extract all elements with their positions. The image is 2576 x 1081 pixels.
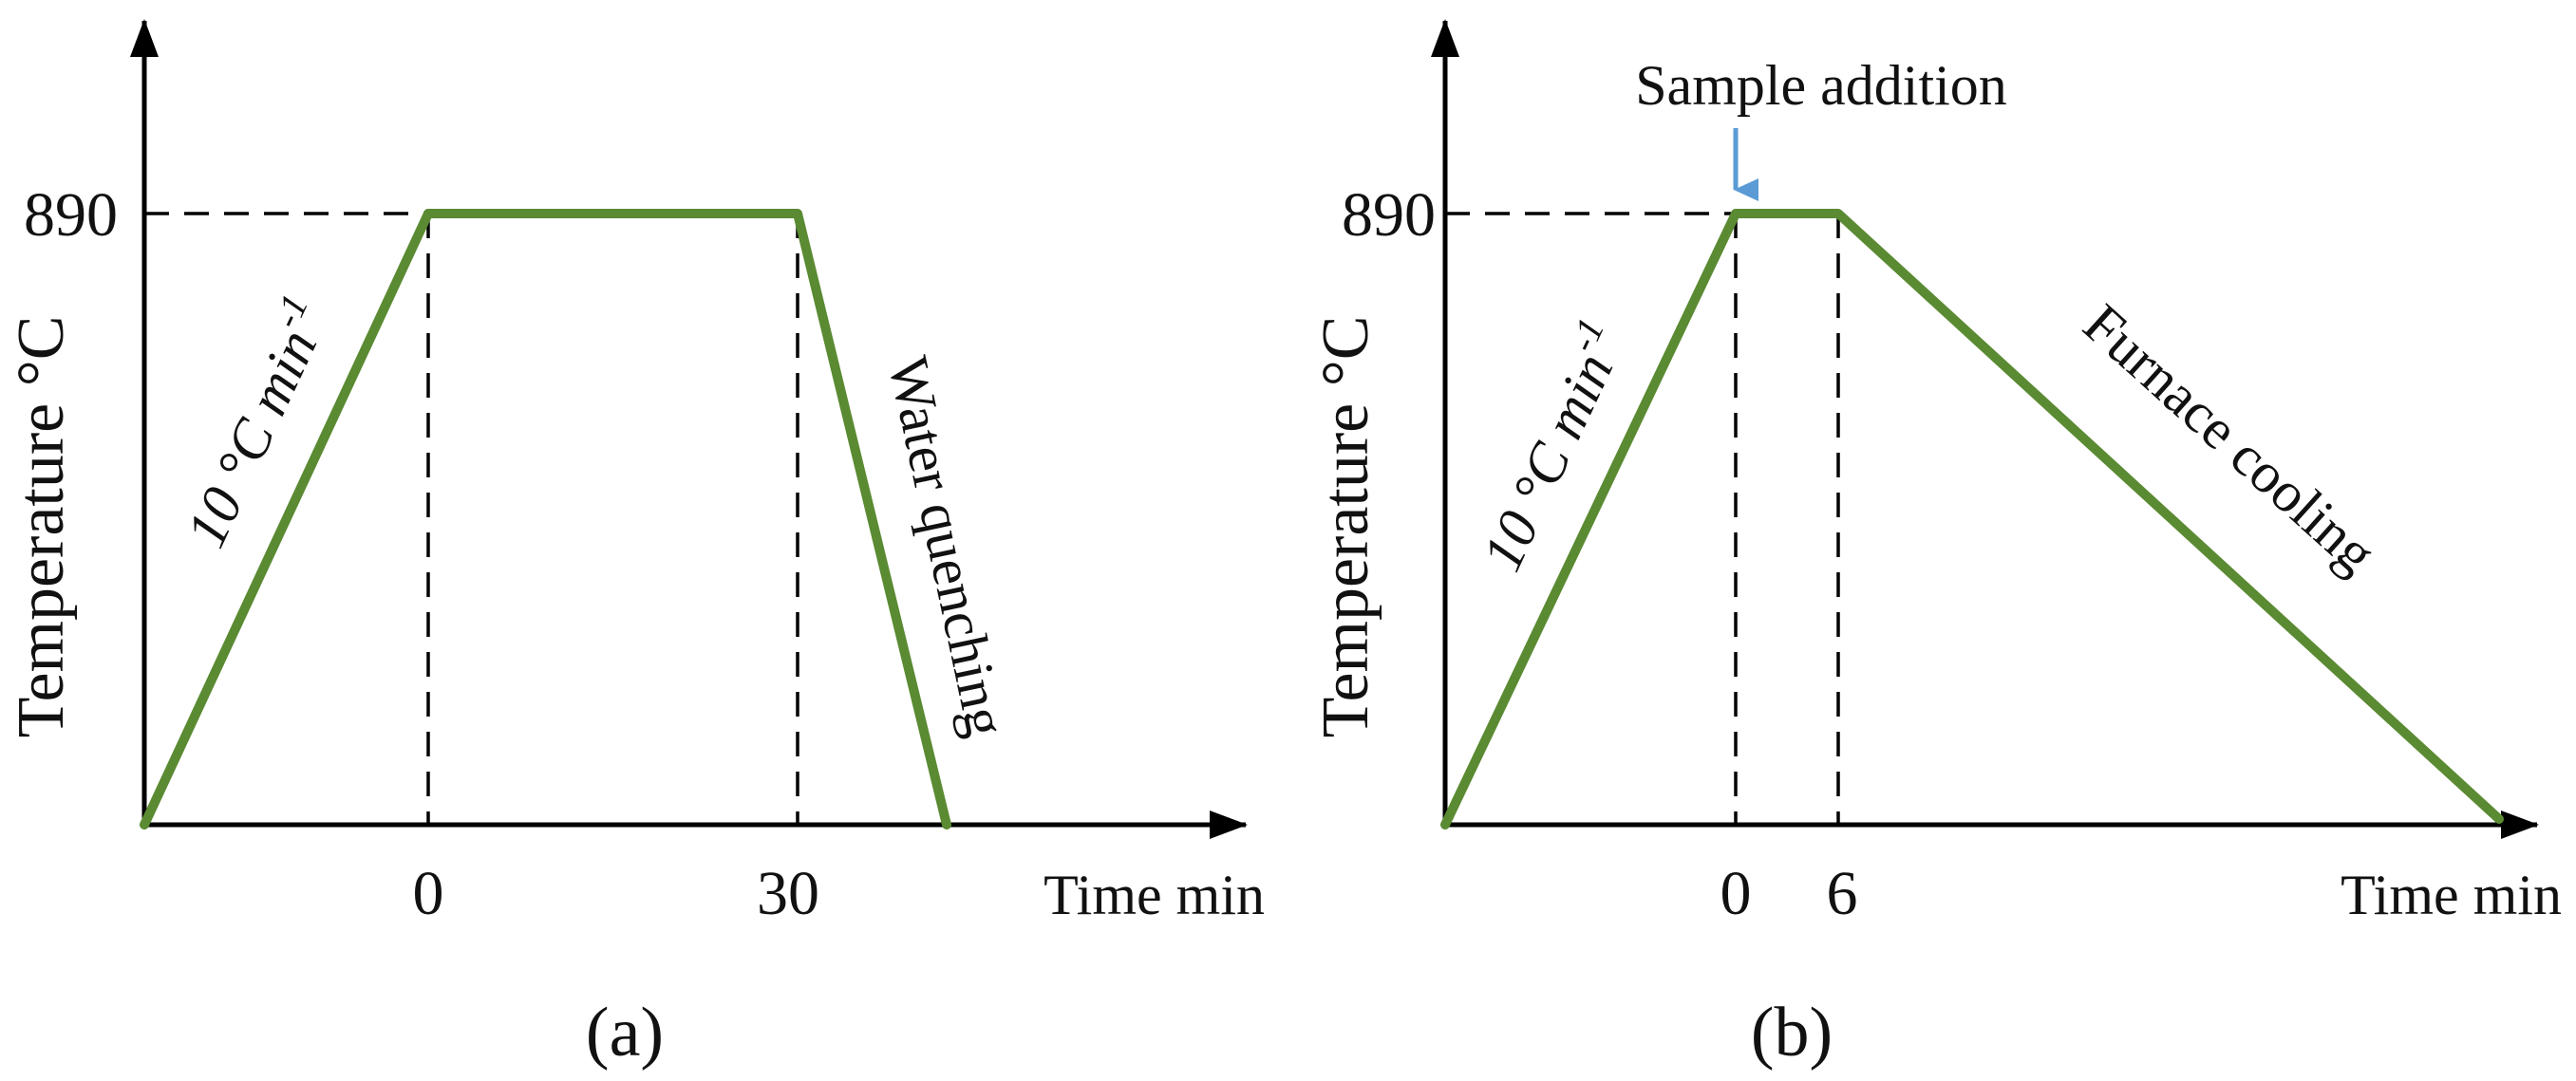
panel-label-b: (b) [1751,994,1833,1072]
y-tick-890-a: 890 [24,180,118,250]
temperature-profile-line-a [140,209,951,829]
x-axis-label-a: Time min [1044,864,1265,926]
panel-label-a: (a) [586,994,664,1072]
chart-panel-a: 890 0 30 Time min Temperature °C 10 °C m… [5,19,1265,1072]
y-axis-label-a: Temperature °C [5,316,78,738]
cooling-label-a: Water quenching [876,351,1018,742]
y-tick-890-b: 890 [1342,180,1436,250]
heating-rate-label-b: 10 °C min-1 [1462,311,1638,580]
y-axis-label-b: Temperature °C [1309,316,1382,738]
heating-rate-label-a: 10 °C min-1 [166,288,342,556]
x-axis-label-b: Time min [2341,864,2562,926]
x-tick-30-a: 30 [757,859,819,928]
x-tick-0-a: 0 [413,859,444,928]
cooling-label-b: Furnace cooling [2072,292,2388,586]
temperature-profile-line-b [1440,209,2504,829]
x-tick-6-b: 6 [1827,859,1858,928]
chart-panel-b: Sample addition 890 0 6 Time min Tempera… [1309,19,2562,1072]
x-tick-0-b: 0 [1720,859,1752,928]
sample-addition-label: Sample addition [1635,54,2007,117]
